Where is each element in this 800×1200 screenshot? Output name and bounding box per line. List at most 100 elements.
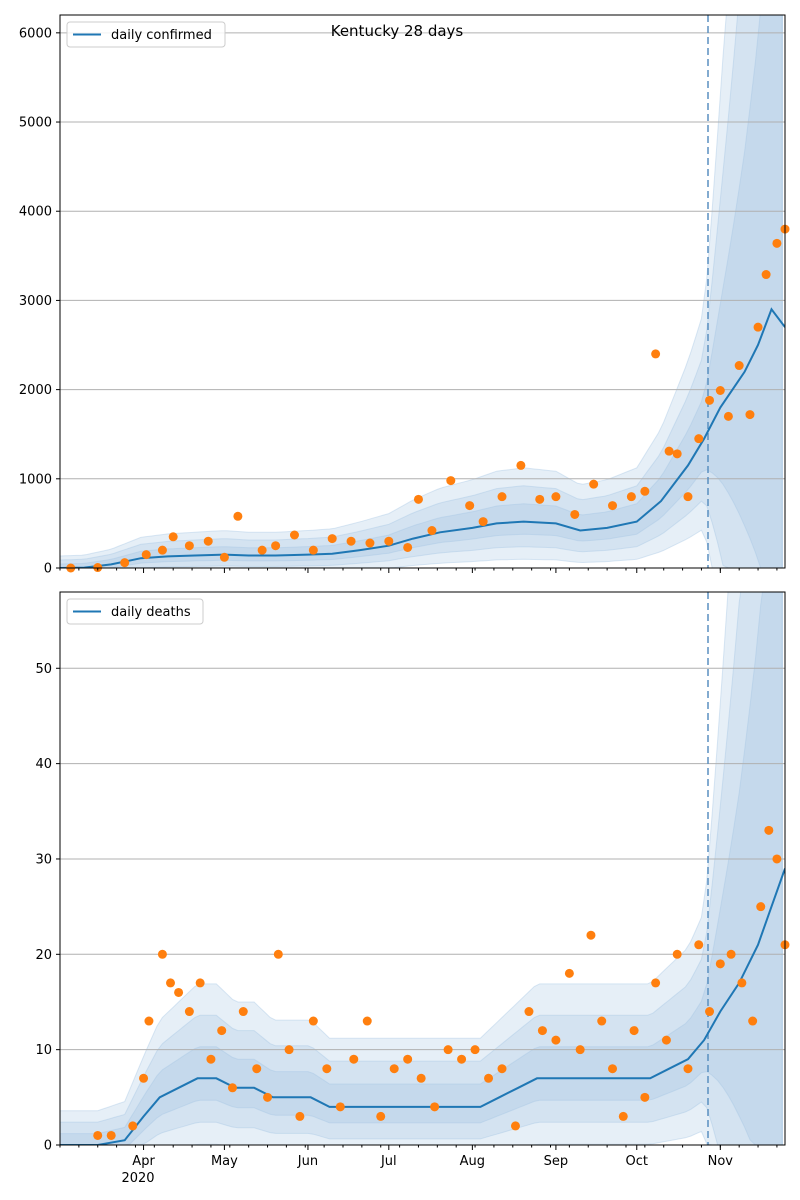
deaths-x-tick-label: Aug: [460, 1154, 485, 1169]
confirmed-gridlines: [60, 32, 785, 480]
confirmed-point: [608, 501, 618, 511]
deaths-point: [157, 949, 167, 959]
deaths-point: [640, 1092, 650, 1102]
deaths-point: [284, 1045, 294, 1055]
deaths-subplot: 0 10 20 30 40 50 Apr May Jun Jul Aug Sep Oct Nov 202…: [35, 591, 790, 1186]
deaths-point: [597, 1016, 607, 1026]
chart-title: Kentucky 28 days: [331, 22, 464, 40]
confirmed-point: [308, 545, 318, 555]
confirmed-point: [478, 517, 488, 527]
confirmed-point: [327, 534, 337, 544]
confirmed-point: [271, 541, 281, 551]
deaths-point: [737, 978, 747, 988]
confirmed-band-1: [60, 15, 783, 568]
deaths-x-tick-label: Jul: [380, 1154, 397, 1169]
deaths-point: [661, 1035, 671, 1045]
deaths-point: [683, 1064, 693, 1074]
deaths-point: [403, 1054, 413, 1064]
confirmed-point: [446, 476, 456, 486]
deaths-y-ticks: 0 10 20 30 40 50: [35, 662, 60, 1154]
confirmed-point: [233, 511, 243, 521]
deaths-point: [93, 1130, 103, 1140]
confirmed-point: [761, 270, 771, 280]
deaths-point: [726, 949, 736, 959]
deaths-point: [629, 1026, 639, 1036]
confirmed-point: [640, 486, 650, 496]
deaths-point: [416, 1073, 426, 1083]
deaths-band-0: [60, 592, 783, 1145]
confirmed-point: [257, 545, 267, 555]
deaths-point: [694, 940, 704, 950]
confirmed-point: [157, 545, 167, 555]
confirmed-legend-label: daily confirmed: [111, 28, 212, 43]
deaths-plot-frame: [59, 591, 786, 1146]
confirmed-point: [168, 532, 178, 542]
confirmed-point: [626, 492, 636, 502]
confirmed-band-0: [60, 15, 783, 568]
confirmed-band-2: [60, 15, 783, 568]
deaths-y-tick-label: 50: [35, 662, 52, 677]
deaths-y-tick-label: 10: [35, 1043, 52, 1058]
deaths-x-tick-label: Sep: [544, 1154, 569, 1169]
x-year-label: 2020: [121, 1171, 154, 1186]
confirmed-x-ticks: [59, 568, 778, 573]
deaths-point: [537, 1026, 547, 1036]
deaths-point: [206, 1054, 216, 1064]
deaths-point: [308, 1016, 318, 1026]
deaths-y-tick-label: 0: [44, 1139, 52, 1154]
confirmed-point: [651, 349, 661, 359]
deaths-point: [184, 1007, 194, 1017]
deaths-legend: daily deaths: [66, 598, 204, 625]
deaths-point: [376, 1111, 386, 1121]
confirmed-point: [723, 411, 733, 421]
deaths-points: [93, 825, 790, 1140]
deaths-point: [586, 930, 596, 940]
confirmed-point: [413, 494, 423, 504]
deaths-point: [263, 1092, 273, 1102]
confirmed-point: [141, 550, 151, 560]
deaths-point: [349, 1054, 359, 1064]
deaths-point: [217, 1026, 227, 1036]
confirmed-line: [60, 307, 785, 568]
deaths-point: [166, 978, 176, 988]
confirmed-point: [705, 395, 715, 405]
confirmed-point: [734, 361, 744, 371]
deaths-band-1: [60, 592, 783, 1145]
deaths-gridlines: [60, 667, 785, 1051]
deaths-point: [139, 1073, 149, 1083]
deaths-point: [106, 1130, 116, 1140]
deaths-point: [273, 949, 283, 959]
deaths-legend-box: [66, 598, 204, 625]
deaths-point: [651, 978, 661, 988]
deaths-point: [618, 1111, 628, 1121]
deaths-point: [195, 978, 205, 988]
deaths-point: [608, 1064, 618, 1074]
confirmed-y-tick-label: 0: [44, 562, 52, 577]
deaths-point: [705, 1007, 715, 1017]
deaths-point: [227, 1083, 237, 1093]
deaths-point: [510, 1121, 520, 1131]
confirmed-point: [683, 492, 693, 502]
confirmed-point: [289, 530, 299, 540]
deaths-x-tick-label: Oct: [626, 1154, 648, 1169]
confirmed-point: [465, 501, 475, 511]
deaths-x-ticks: Apr May Jun Jul Aug Sep Oct Nov: [59, 1145, 778, 1169]
deaths-point: [252, 1064, 262, 1074]
confirmed-point: [219, 552, 229, 562]
confirmed-point: [570, 509, 580, 519]
confirmed-subplot: 0 1000 2000 3000 4000 5000 6000 Kentucky 28 da…: [19, 14, 790, 577]
confirmed-y-tick-label: 5000: [19, 116, 52, 131]
confirmed-point: [427, 526, 437, 536]
confirmed-point: [365, 538, 375, 548]
confirmed-point: [497, 492, 507, 502]
deaths-x-tick-label: Apr: [132, 1154, 155, 1169]
confirmed-legend-box: [66, 21, 226, 48]
confirmed-point: [715, 386, 725, 396]
deaths-point: [524, 1007, 534, 1017]
confirmed-point: [184, 541, 194, 551]
deaths-point: [575, 1045, 585, 1055]
deaths-point: [322, 1064, 332, 1074]
confirmed-point: [772, 238, 782, 248]
deaths-point: [362, 1016, 372, 1026]
